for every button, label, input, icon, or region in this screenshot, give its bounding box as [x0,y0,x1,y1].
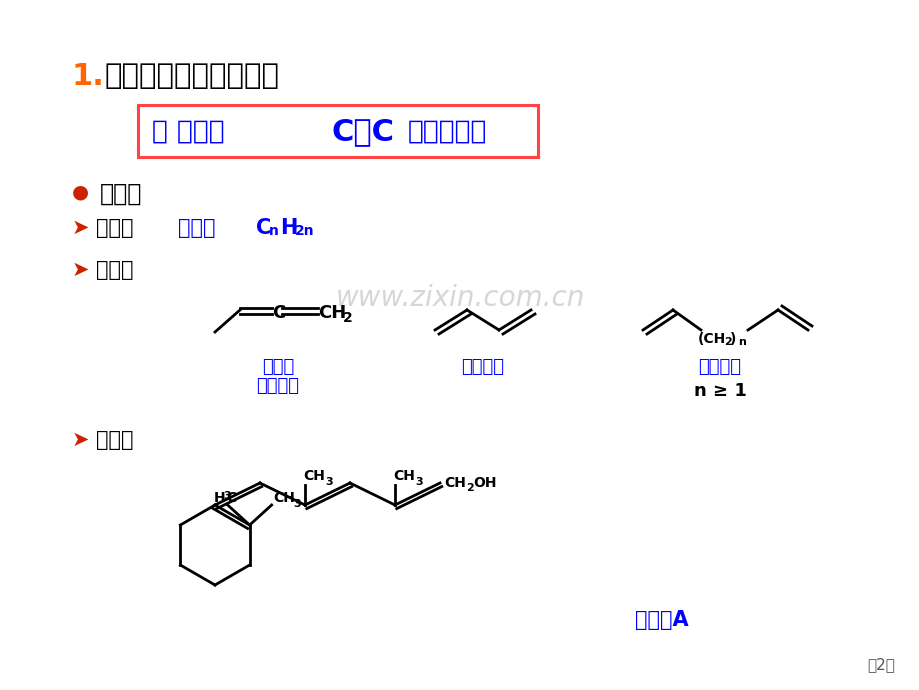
Text: 累积二烯: 累积二烯 [256,377,300,395]
Text: CH: CH [444,476,465,490]
FancyBboxPatch shape [138,105,538,157]
Text: OH: OH [472,476,496,490]
Text: 烯烃类型、结构和命名: 烯烃类型、结构和命名 [105,62,279,90]
Text: CH: CH [273,491,295,505]
Text: C: C [226,491,236,505]
Text: 共轭二烯: 共轭二烯 [461,358,504,376]
Text: ➤: ➤ [72,430,89,450]
Text: n: n [737,337,745,347]
Text: 2: 2 [723,337,731,347]
Text: 第2页: 第2页 [867,657,894,672]
Text: C＝C: C＝C [332,117,394,146]
Text: 通式：: 通式： [177,218,215,238]
Text: www.zixin.com.cn: www.zixin.com.cn [335,284,584,312]
Text: n: n [268,224,278,238]
Text: 3: 3 [222,491,231,501]
Text: 3: 3 [414,477,422,487]
Text: C: C [272,304,285,322]
Text: 连二烯: 连二烯 [262,358,294,376]
Text: 二烯：: 二烯： [96,260,133,280]
Text: 多烯：: 多烯： [96,430,133,450]
Text: 2: 2 [343,311,352,325]
Text: 2: 2 [466,483,473,493]
Text: 3: 3 [324,477,333,487]
Text: CH: CH [392,469,414,483]
Text: H: H [279,218,297,238]
Text: H: H [214,491,225,505]
Text: 碳氢化合物: 碳氢化合物 [407,119,487,145]
Text: (CH: (CH [698,332,725,346]
Text: 2n: 2n [295,224,314,238]
Text: CH: CH [318,304,346,322]
Text: ➤: ➤ [72,218,89,238]
Text: ➤: ➤ [72,260,89,280]
Text: ●: ● [72,182,89,201]
Text: ): ) [729,332,735,346]
Text: 类型：: 类型： [100,182,142,206]
Text: 孤立二烯: 孤立二烯 [698,358,741,376]
Text: 3: 3 [293,499,301,509]
Text: 1.: 1. [72,62,105,91]
Text: CH: CH [302,469,324,483]
Text: 单烯：: 单烯： [96,218,133,238]
Text: 维生素A: 维生素A [634,610,688,630]
Text: 烯 烃：含: 烯 烃：含 [152,119,224,145]
Text: n ≥ 1: n ≥ 1 [693,382,745,400]
Text: C: C [255,218,271,238]
